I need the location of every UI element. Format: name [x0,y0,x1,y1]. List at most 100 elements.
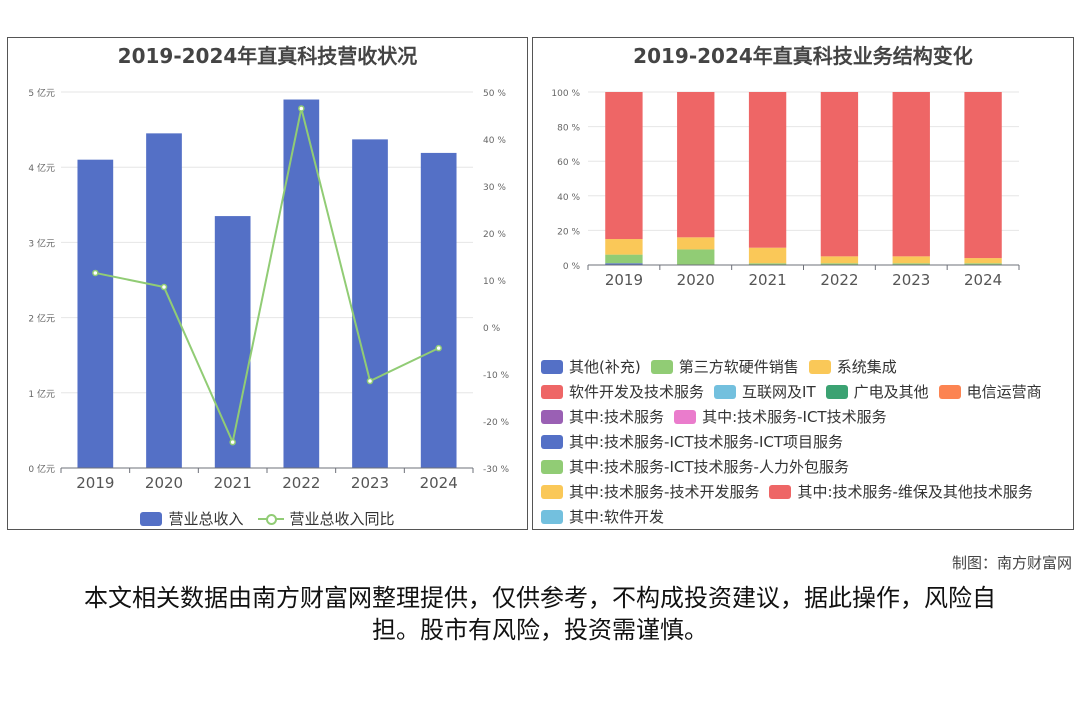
legend-label-revenue: 营业总收入 [168,510,244,528]
revenue-chart-panel: 0 亿元 1 亿元 2 亿元 3 亿元 4 亿元 5 亿元 -30 % -20 % -10 % 0… [7,37,528,530]
structure-bar-segment [964,92,1002,259]
structure-bar-segment [964,263,1002,265]
legend-label: 其中:技术服务-ICT技术服务-人力外包服务 [569,458,849,476]
legend-item-series[interactable]: 第三方软硬件销售 [650,356,799,377]
legend-label: 系统集成 [836,358,897,376]
revenue-bar [214,216,251,468]
legend-label: 互联网及IT [742,383,816,401]
y-tick-label-right: -30 % [483,465,510,475]
y-tick-label-left: 4 亿元 [28,162,55,174]
structure-bar-segment [748,92,787,248]
legend-swatch [714,384,737,399]
y-tick-label-right: 20 % [483,230,506,240]
structure-bar-segment [605,92,643,240]
revenue-bar [77,159,114,468]
legend-item-series[interactable]: 其中:软件开发 [541,506,664,527]
legend-item-series[interactable]: 电信运营商 [938,381,1042,402]
structure-bar-segment [748,247,787,264]
legend-swatch [541,434,563,449]
y-tick-label-left: 2 亿元 [28,313,55,325]
legend-label: 其中:技术服务-ICT技术服务-ICT项目服务 [569,433,844,451]
y-tick-label-right: -10 % [483,371,510,381]
y-tick-label-right: 40 % [483,136,506,146]
structure-bar-segment [605,263,643,265]
legend-item-series[interactable]: 其他(补充) [541,356,641,377]
legend-swatch [541,509,563,524]
structure-chart-panel: 0 % 20 % 40 % 60 % 80 % 100 % 2019 2020 2021 2022… [532,37,1074,530]
legend-swatch-revenue-yoy [257,512,284,526]
revenue-chart-legend: 营业总收入 营业总收入同比 [8,508,527,529]
structure-bar-segment [605,239,643,255]
structure-bar-segment [677,249,715,265]
structure-bar-segment [964,258,1002,264]
y-tick-label: 40 % [557,193,580,203]
revenue-yoy-line [95,108,440,446]
legend-swatch [808,359,831,374]
legend-item-revenue-yoy[interactable]: 营业总收入同比 [257,508,395,529]
legend-swatch [541,359,563,374]
disclaimer-text: 本文相关数据由南方财富网整理提供，仅供参考，不构成投资建议，据此操作，风险自担。… [84,584,996,644]
legend-item-series[interactable]: 其中:技术服务-ICT技术服务-人力外包服务 [541,456,849,477]
revenue-bar [352,139,388,468]
legend-swatch-revenue [140,511,163,526]
legend-label: 电信运营商 [966,383,1042,401]
structure-bar-segment [892,256,930,264]
y-tick-label-right: 0 % [483,324,501,334]
legend-swatch [541,384,563,399]
legend-item-series[interactable]: 其中:技术服务-ICT技术服务 [674,406,887,427]
legend-label: 广电及其他 [853,383,929,401]
x-tick-label: 2021 [748,271,786,289]
structure-bar-segment [677,237,715,250]
legend-item-series[interactable]: 其中:技术服务 [541,406,664,427]
structure-bar-segment [677,92,715,238]
x-tick-label: 2023 [351,474,389,492]
y-tick-label-left: 0 亿元 [28,463,55,475]
y-tick-label: 100 % [551,89,580,99]
legend-item-series[interactable]: 广电及其他 [825,381,929,402]
structure-chart-legend: 其他(补充) 第三方软硬件销售 系统集成软件开发及技术服务 互联网及IT 广电及其他 电信… [541,356,1067,527]
legend-swatch [938,384,961,399]
legend-label: 其中:技术服务-维保及其他技术服务 [797,483,1033,501]
revenue-yoy-point [435,344,442,352]
legend-item-revenue[interactable]: 营业总收入 [140,508,244,529]
legend-item-series[interactable]: 软件开发及技术服务 [541,381,704,402]
legend-swatch [825,384,848,399]
y-tick-label: 80 % [557,124,580,134]
x-tick-label: 2023 [892,271,930,289]
y-tick-label: 60 % [557,158,580,168]
legend-label: 软件开发及技术服务 [569,383,705,401]
legend-label: 其中:技术服务-技术开发服务 [569,483,760,501]
legend-label: 其中:技术服务 [569,408,665,426]
legend-item-series[interactable]: 其中:技术服务-技术开发服务 [541,481,759,502]
revenue-chart-title: 2019-2024年直真科技营收状况 [117,44,418,68]
y-tick-label-right: 10 % [483,277,506,287]
legend-item-series[interactable]: 系统集成 [808,356,897,377]
x-tick-label: 2020 [677,271,715,289]
x-tick-label: 2022 [820,271,858,289]
x-tick-label: 2019 [76,474,114,492]
revenue-yoy-point [366,377,374,385]
y-tick-label-left: 1 亿元 [28,388,55,400]
y-tick-label-left: 3 亿元 [28,237,55,249]
revenue-bar [283,99,320,468]
structure-bar-segment [820,92,859,257]
revenue-chart: 0 亿元 1 亿元 2 亿元 3 亿元 4 亿元 5 亿元 -30 % -20 % -10 % 0… [28,87,510,492]
revenue-yoy-point [160,283,168,291]
legend-swatch [541,459,563,474]
revenue-yoy-point [229,438,236,446]
x-tick-label: 2019 [605,271,643,289]
legend-swatch [541,484,563,499]
x-tick-label: 2021 [214,474,252,492]
y-tick-label-right: 30 % [483,183,506,193]
structure-bar-segment [820,256,859,264]
legend-item-series[interactable]: 互联网及IT [714,381,816,402]
legend-label: 其中:软件开发 [569,508,665,526]
y-tick-label: 0 % [563,262,581,272]
legend-item-series[interactable]: 其中:技术服务-维保及其他技术服务 [769,481,1033,502]
x-tick-label: 2024 [420,474,458,492]
legend-item-series[interactable]: 其中:技术服务-ICT技术服务-ICT项目服务 [541,431,843,452]
revenue-bar [146,133,182,469]
legend-swatch [674,409,697,424]
structure-bar-segment [748,263,787,265]
revenue-bar [420,152,457,469]
